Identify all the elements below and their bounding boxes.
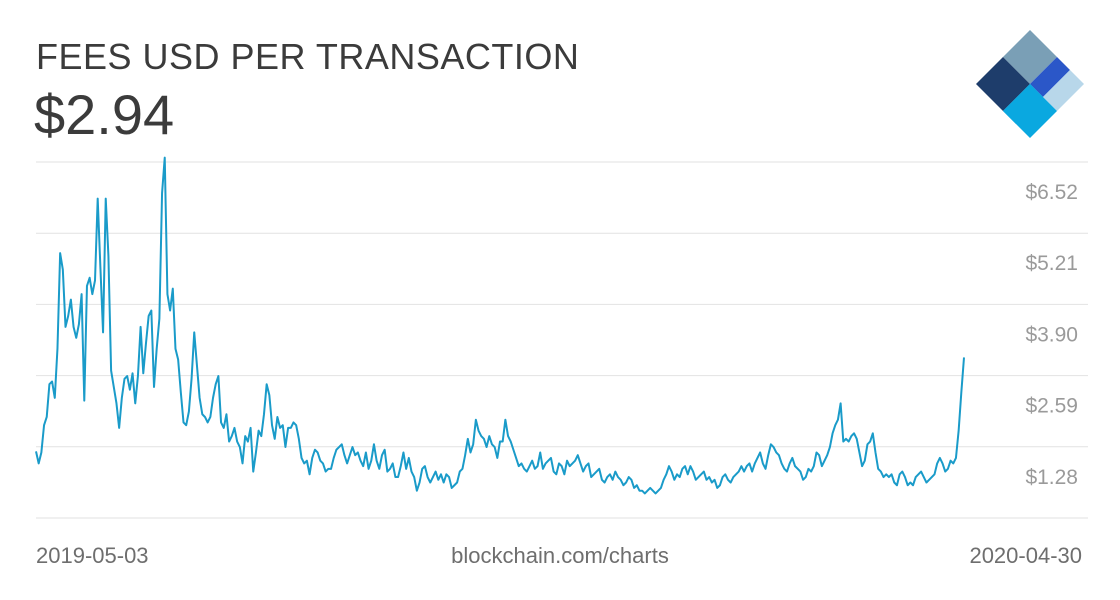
fees-series-line <box>35 156 965 495</box>
grid-lines <box>36 161 1088 519</box>
y-tick-label: $6.52 <box>1025 181 1078 204</box>
y-axis-ticks: $1.28 $2.59 $3.90 $5.21 $6.52 <box>1025 181 1078 489</box>
source-label: blockchain.com/charts <box>451 543 669 568</box>
logo-right-facet <box>1030 57 1070 97</box>
y-tick-label: $3.90 <box>1025 323 1078 346</box>
logo-bottom-left-facet <box>1003 84 1043 124</box>
logo-far-right-facet <box>1043 70 1084 111</box>
y-tick-label: $5.21 <box>1025 252 1078 275</box>
start-date-label: 2019-05-03 <box>36 543 149 568</box>
blockchain-logo-icon <box>976 30 1084 138</box>
current-value: $2.94 <box>34 83 175 146</box>
y-tick-label: $1.28 <box>1025 466 1078 489</box>
chart-title: FEES USD PER TRANSACTION <box>36 36 580 77</box>
y-tick-label: $2.59 <box>1025 395 1078 418</box>
end-date-label: 2020-04-30 <box>969 543 1082 568</box>
